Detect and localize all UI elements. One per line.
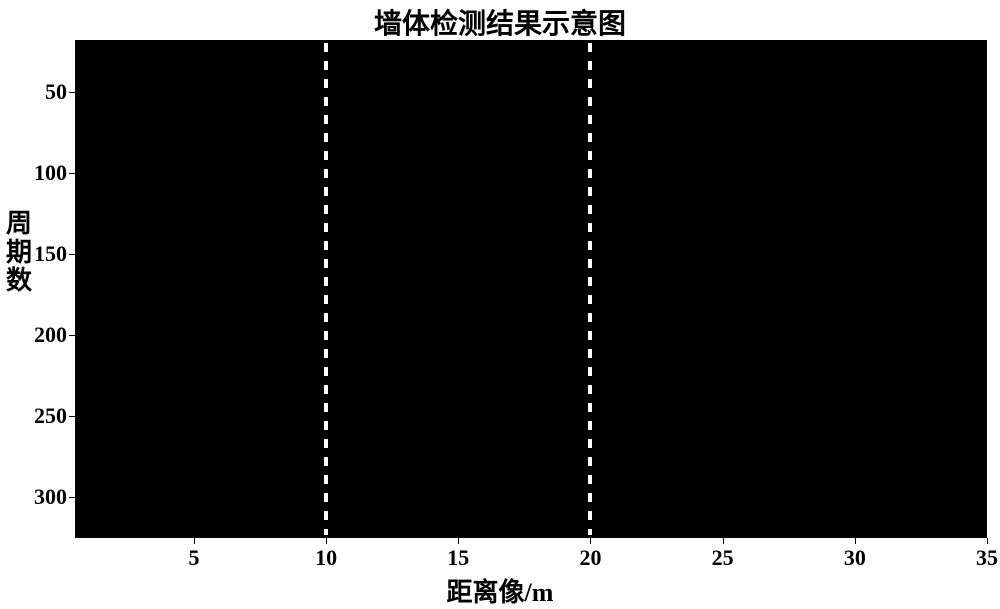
detection-line-dash (324, 133, 328, 142)
y-tick-mark (69, 497, 75, 498)
chart-title: 墙体检测结果示意图 (0, 2, 1000, 42)
x-tick-label: 10 (306, 545, 346, 571)
detection-line-dash (324, 493, 328, 502)
y-tick-label: 200 (34, 322, 67, 348)
x-tick-mark (855, 538, 856, 544)
y-tick-mark (69, 416, 75, 417)
detection-line-dash (324, 277, 328, 286)
detection-line-dash (588, 187, 592, 196)
x-tick-label: 30 (835, 545, 875, 571)
detection-line-dash (588, 349, 592, 358)
detection-line-dash (324, 79, 328, 88)
detection-line-dash (588, 421, 592, 430)
plot-area (75, 40, 987, 538)
detection-line-dash (324, 169, 328, 178)
detection-line-dash (588, 169, 592, 178)
detection-line-dash (588, 277, 592, 286)
y-axis-label-char: 周 (2, 210, 36, 239)
y-tick-mark (69, 173, 75, 174)
detection-line-dash (324, 187, 328, 196)
x-tick-label: 5 (174, 545, 214, 571)
detection-line-dash (588, 97, 592, 106)
x-tick-mark (458, 538, 459, 544)
x-tick-mark (194, 538, 195, 544)
detection-line-dash (588, 43, 592, 52)
detection-line-dash (588, 223, 592, 232)
x-tick-label: 25 (703, 545, 743, 571)
detection-line-dash (588, 367, 592, 376)
detection-line-dash (588, 475, 592, 484)
chart-container: 墙体检测结果示意图 周期数 距离像/m 5 10 15 20 25 30 35 50 100 15… (0, 0, 1000, 609)
detection-line-dash (588, 151, 592, 160)
detection-line-dash (588, 529, 592, 535)
detection-line-dash (324, 367, 328, 376)
x-tick-mark (326, 538, 327, 544)
detection-line-dash (324, 223, 328, 232)
detection-line-dash (588, 259, 592, 268)
detection-line-dash (324, 151, 328, 160)
x-tick-mark (590, 538, 591, 544)
detection-line-dash (324, 115, 328, 124)
detection-line-dash (588, 511, 592, 520)
y-tick-label: 250 (34, 403, 67, 429)
detection-line-dash (324, 511, 328, 520)
detection-line-dash (588, 61, 592, 70)
detection-line-dash (324, 457, 328, 466)
detection-line-dash (324, 385, 328, 394)
x-tick-mark (723, 538, 724, 544)
y-tick-mark (69, 335, 75, 336)
x-axis-label: 距离像/m (0, 572, 1000, 609)
y-tick-label: 100 (34, 160, 67, 186)
detection-line-dash (588, 115, 592, 124)
detection-line-dash (324, 349, 328, 358)
detection-line-dash (588, 385, 592, 394)
detection-line-dash (588, 79, 592, 88)
detection-line-dash (588, 241, 592, 250)
detection-line-dash (324, 421, 328, 430)
detection-line-dash (324, 241, 328, 250)
detection-line-dash (324, 205, 328, 214)
detection-line-dash (324, 475, 328, 484)
detection-line-dash (588, 295, 592, 304)
detection-line-dash (324, 439, 328, 448)
y-tick-label: 150 (34, 241, 67, 267)
y-tick-label: 50 (45, 79, 67, 105)
detection-line-dash (324, 331, 328, 340)
x-tick-mark (987, 538, 988, 544)
detection-line-dash (588, 331, 592, 340)
y-tick-mark (69, 254, 75, 255)
detection-line-dash (588, 493, 592, 502)
detection-line-dash (324, 61, 328, 70)
detection-line-dash (324, 97, 328, 106)
detection-line-dash (588, 439, 592, 448)
x-tick-label: 35 (967, 545, 1000, 571)
y-tick-label: 300 (34, 484, 67, 510)
detection-line-dash (324, 529, 328, 535)
detection-line-dash (324, 403, 328, 412)
x-tick-label: 20 (570, 545, 610, 571)
detection-line-dash (324, 259, 328, 268)
detection-line-dash (588, 403, 592, 412)
y-axis-label: 周期数 (2, 210, 36, 296)
y-axis-label-char: 期 (2, 239, 36, 268)
detection-line-dash (588, 133, 592, 142)
detection-line-dash (324, 43, 328, 52)
y-tick-mark (69, 92, 75, 93)
detection-line-dash (588, 313, 592, 322)
detection-line-dash (588, 457, 592, 466)
detection-line-dash (588, 205, 592, 214)
y-axis-label-char: 数 (2, 267, 36, 296)
x-tick-label: 15 (438, 545, 478, 571)
detection-line-dash (324, 295, 328, 304)
detection-line-dash (324, 313, 328, 322)
